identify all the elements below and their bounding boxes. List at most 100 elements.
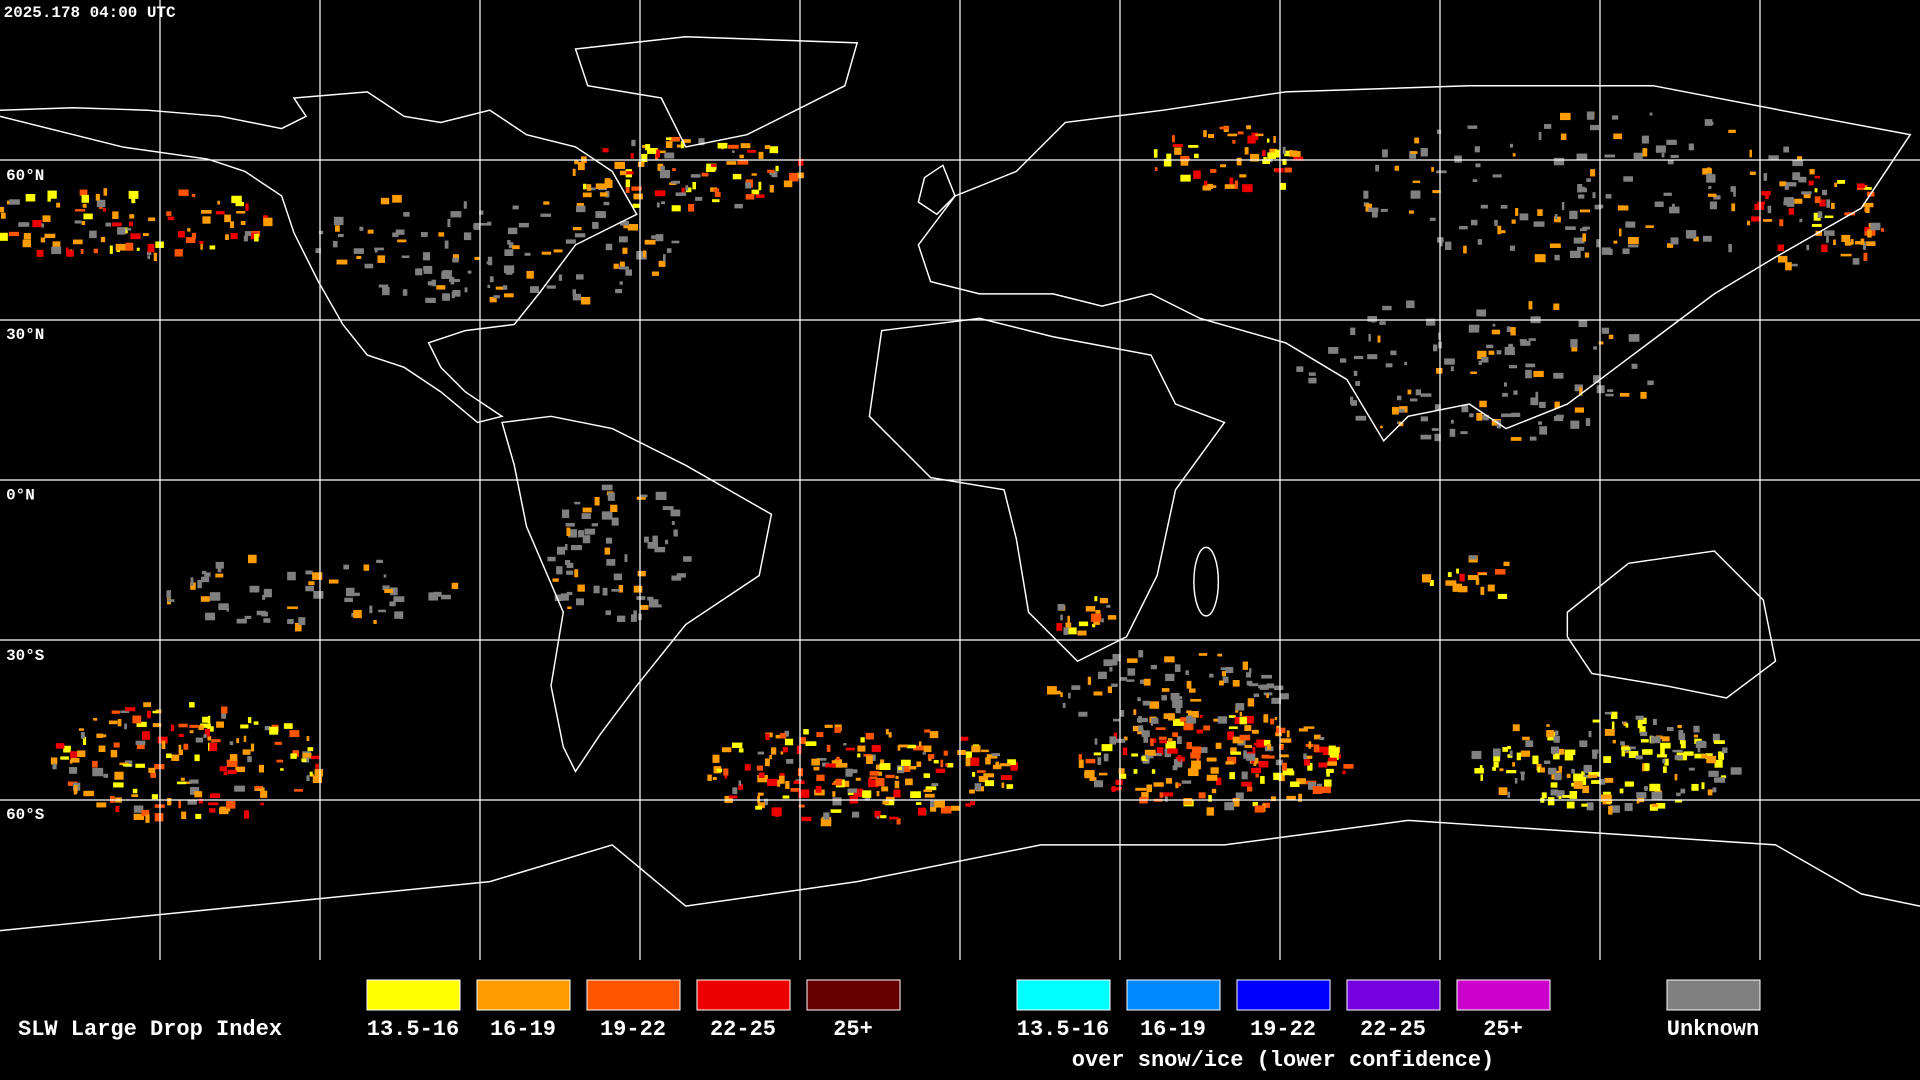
cloud-speckle <box>599 192 608 197</box>
cloud-speckle <box>576 598 585 606</box>
cloud-speckle <box>633 193 643 200</box>
cloud-speckle <box>1535 391 1539 399</box>
cloud-speckle <box>217 567 222 573</box>
cloud-speckle <box>1258 685 1262 689</box>
cloud-speckle <box>1085 758 1096 764</box>
cloud-speckle <box>1318 762 1328 768</box>
cloud-speckle <box>72 759 80 763</box>
cloud-speckle <box>190 577 194 586</box>
cloud-speckle <box>1097 671 1107 680</box>
cloud-speckle <box>860 737 865 743</box>
cloud-speckle <box>647 541 659 549</box>
cloud-speckle <box>1247 698 1255 707</box>
cloud-speckle <box>803 729 809 735</box>
cloud-speckle <box>1667 243 1674 248</box>
cloud-speckle <box>227 769 237 775</box>
cloud-speckle <box>866 755 873 764</box>
cloud-speckle <box>1456 568 1460 574</box>
cloud-speckle <box>505 267 513 275</box>
cloud-speckle <box>1576 246 1585 251</box>
cloud-speckle <box>1525 363 1536 368</box>
cloud-speckle <box>897 745 901 751</box>
cloud-speckle <box>1241 781 1252 787</box>
cloud-speckle <box>1608 334 1614 339</box>
cloud-speckle <box>195 737 204 743</box>
cloud-speckle <box>1377 335 1381 343</box>
cloud-speckle <box>301 758 307 762</box>
cloud-speckle <box>1714 759 1723 768</box>
cloud-speckle <box>868 779 879 788</box>
cloud-speckle <box>1476 412 1483 421</box>
cloud-speckle <box>81 221 86 225</box>
cloud-speckle <box>1177 696 1183 700</box>
cloud-speckle <box>218 603 229 610</box>
cloud-speckle <box>565 239 576 244</box>
cloud-speckle <box>197 579 202 589</box>
legend-label: 16-19 <box>1140 1017 1206 1042</box>
cloud-speckle <box>1122 747 1128 756</box>
cloud-speckle <box>1 212 6 219</box>
cloud-speckle <box>508 242 514 249</box>
cloud-speckle <box>570 544 582 551</box>
cloud-speckle <box>353 248 364 254</box>
cloud-speckle <box>111 710 120 714</box>
cloud-speckle <box>1488 350 1495 355</box>
cloud-speckle <box>1593 375 1600 384</box>
cloud-speckle <box>1864 226 1870 232</box>
cloud-speckle <box>1669 206 1680 214</box>
cloud-speckle <box>553 249 563 253</box>
cloud-speckle <box>1406 300 1415 309</box>
cloud-speckle <box>249 585 260 593</box>
cloud-speckle <box>1078 711 1088 717</box>
cloud-speckle <box>1706 173 1713 179</box>
cloud-speckle <box>1241 771 1248 780</box>
cloud-speckle <box>728 795 738 799</box>
cloud-speckle <box>1099 598 1109 604</box>
latitude-label: 60°N <box>6 167 44 185</box>
cloud-speckle <box>747 149 757 153</box>
cloud-speckle <box>925 786 937 791</box>
cloud-speckle <box>117 227 126 235</box>
cloud-speckle <box>574 501 581 505</box>
cloud-speckle <box>1582 776 1587 786</box>
cloud-speckle <box>619 281 623 285</box>
graticule <box>0 0 1920 960</box>
cloud-speckle <box>1467 574 1479 581</box>
cloud-speckle <box>1463 245 1467 254</box>
cloud-speckle <box>576 274 584 280</box>
cloud-speckle <box>1530 397 1539 406</box>
cloud-speckle <box>633 585 643 593</box>
cloud-speckle <box>51 246 62 255</box>
cloud-speckle <box>1470 371 1477 375</box>
cloud-speckle <box>1246 125 1252 130</box>
cloud-speckle <box>823 812 830 819</box>
cloud-speckle <box>894 780 900 789</box>
cloud-speckle <box>359 226 364 231</box>
cloud-speckle <box>315 763 319 771</box>
cloud-speckle <box>1688 767 1695 771</box>
cloud-speckle <box>1246 753 1256 761</box>
cloud-speckle <box>178 733 184 738</box>
cloud-speckle <box>1573 781 1583 789</box>
cloud-speckle <box>1510 327 1516 336</box>
cloud-speckle <box>671 180 681 184</box>
cloud-speckle <box>698 138 705 146</box>
cloud-speckle <box>567 606 572 610</box>
cloud-speckle <box>189 787 200 795</box>
cloud-speckle <box>1767 205 1772 214</box>
cloud-speckle <box>1644 763 1650 771</box>
cloud-speckle <box>1605 194 1612 199</box>
cloud-speckle <box>1533 221 1545 227</box>
cloud-speckle <box>602 587 608 596</box>
cloud-speckle <box>546 285 556 289</box>
cloud-speckle <box>1267 152 1277 159</box>
cloud-speckle <box>1502 747 1509 752</box>
cloud-speckle <box>247 717 252 724</box>
cloud-speckle <box>52 763 57 770</box>
cloud-speckle <box>1599 779 1606 785</box>
cloud-speckle <box>540 213 552 217</box>
cloud-speckle <box>1855 241 1862 245</box>
cloud-speckle <box>230 233 238 240</box>
cloud-speckle <box>428 592 439 601</box>
cloud-speckle <box>1368 207 1379 213</box>
